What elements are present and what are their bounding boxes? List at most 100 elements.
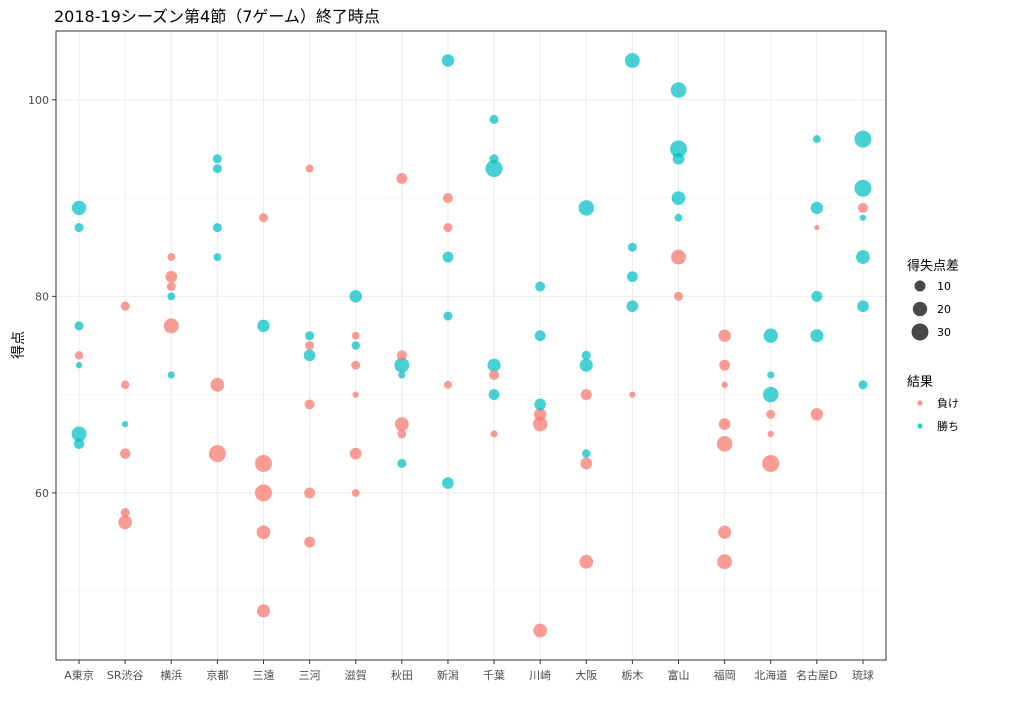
data-point [488,389,500,401]
data-point [716,436,733,452]
data-point [767,371,775,379]
data-point [718,329,731,342]
y-tick-label: 60 [35,487,49,500]
data-point [163,318,179,334]
data-point [671,249,686,265]
data-point [859,214,867,221]
x-tick-label: 大阪 [575,668,597,682]
x-tick-label: 琉球 [852,668,874,682]
x-tick-label: 福岡 [714,668,736,682]
data-point [534,398,547,411]
x-tick-label: A東京 [64,668,94,682]
y-tick-label: 100 [28,94,49,107]
data-point [118,515,133,530]
x-tick-label: 栃木 [621,668,643,682]
x-tick-label: 秋田 [391,668,413,682]
data-point [305,340,315,351]
data-point [444,380,452,389]
data-point [120,508,130,518]
data-point [810,329,824,343]
data-point [485,160,503,178]
data-point [305,331,315,341]
y-tick-label: 80 [35,290,49,303]
data-point [670,140,687,158]
data-point [670,82,687,98]
size-legend: 得失点差 10 20 30 [907,258,959,341]
data-point [673,291,684,301]
size-legend-key [912,301,928,317]
data-point [854,130,872,148]
color-legend-label: 負け [937,397,959,410]
x-tick-label: 北海道 [754,668,787,682]
color-legend-label: 勝ち [937,419,959,433]
data-point [762,454,780,472]
data-point [394,417,409,432]
data-point [256,525,271,540]
data-point [490,430,498,438]
y-axis-title: 得点 [10,331,27,359]
data-point [814,224,820,231]
data-point [208,445,226,463]
data-point [351,360,361,370]
data-point [489,369,500,381]
data-point [167,371,175,379]
chart-title: 2018-19シーズン第4節（7ゲーム）終了時点 [54,7,380,26]
data-point [674,213,683,222]
y-axis: 60 80 100 [28,94,56,500]
data-point [810,408,824,421]
data-point [210,377,225,392]
x-tick-label: 富山 [668,668,690,682]
data-point [767,430,774,438]
data-point [255,484,272,502]
data-point [582,449,591,458]
data-point [397,429,407,439]
data-point [351,331,360,340]
data-point [397,458,407,468]
data-point [857,300,869,313]
data-point [74,223,84,233]
data-point [351,488,360,497]
data-point [441,54,455,67]
data-point [811,290,823,302]
data-point [74,351,84,360]
size-legend-key [914,280,926,292]
data-point [122,420,129,428]
data-point [489,114,499,124]
data-point [763,328,778,343]
data-point [762,386,779,403]
data-point [257,319,270,333]
data-point [167,292,176,301]
data-point [672,152,685,165]
data-point [167,253,176,261]
data-point [579,358,593,372]
size-legend-title: 得失点差 [907,258,959,274]
data-point [212,164,222,174]
data-point [258,213,269,223]
data-point [721,381,728,388]
data-point [120,380,130,390]
x-tick-label: 京都 [206,668,228,682]
data-point [255,454,272,472]
color-legend-key [917,423,923,429]
size-legend-label: 10 [937,280,951,293]
data-point [71,200,87,216]
data-point [579,554,594,569]
data-point [766,409,776,419]
data-point [532,416,548,432]
x-tick-label: SR渋谷 [107,669,144,682]
data-point [578,200,595,216]
color-legend-key [917,400,923,406]
data-point [304,399,315,410]
data-point [489,154,499,164]
x-axis: A東京 SR渋谷 横浜 京都 三遠 三河 滋賀 秋田 新潟 千葉 川崎 大阪 栃木 富山 福岡 北海道 名古屋D… [64,660,874,682]
data-point [352,391,359,398]
size-legend-label: 30 [937,326,951,339]
data-point [349,290,362,303]
data-point [396,172,408,184]
data-point [442,251,454,263]
data-point [443,311,453,321]
points-layer [71,53,872,638]
